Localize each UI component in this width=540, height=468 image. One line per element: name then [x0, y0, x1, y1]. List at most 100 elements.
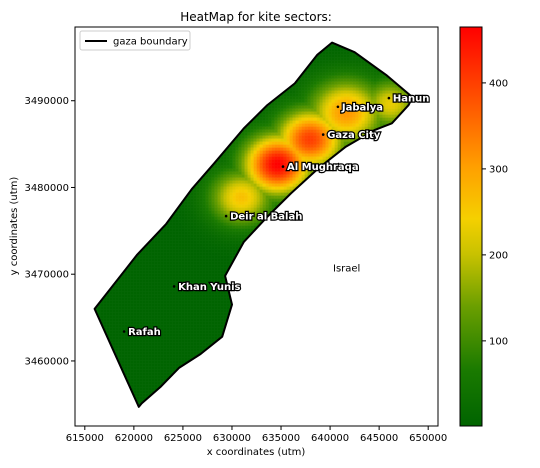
heatmap-cell	[127, 363, 131, 367]
heatmap-cell	[154, 288, 158, 292]
heatmap-cell	[163, 366, 167, 370]
heatmap-cell	[139, 345, 143, 349]
heatmap-cell	[151, 303, 155, 307]
heatmap-cell	[181, 345, 185, 349]
heatmap-cell	[142, 375, 146, 379]
heatmap-cell	[166, 237, 170, 241]
heatmap-cell	[148, 255, 152, 259]
heatmap-cell	[190, 351, 194, 355]
heatmap-cell	[136, 285, 140, 289]
heatmap-cell	[178, 321, 182, 325]
heatmap-cell	[184, 264, 188, 268]
heatmap-cell	[124, 288, 128, 292]
heatmap-cell	[175, 288, 179, 292]
heatmap-cell	[121, 321, 125, 325]
heatmap-cell	[163, 309, 167, 313]
heatmap-cell	[154, 240, 158, 244]
heatmap-cell	[106, 312, 110, 316]
heatmap-cell	[157, 273, 161, 277]
heatmap-cell	[157, 294, 161, 298]
heatmap-cell	[205, 246, 209, 250]
heatmap-cell	[127, 309, 131, 313]
heatmap-cell	[160, 369, 164, 373]
heatmap-cell	[145, 276, 149, 280]
heatmap-cell	[187, 267, 191, 271]
heatmap-cell	[163, 225, 167, 229]
heatmap-cell	[205, 327, 209, 331]
heatmap-cell	[160, 333, 164, 337]
heatmap-cell	[166, 282, 170, 286]
heatmap-cell	[178, 306, 182, 310]
heatmap-cell	[151, 342, 155, 346]
heatmap-cell	[193, 315, 197, 319]
heatmap-cell	[157, 264, 161, 268]
heatmap-cell	[172, 345, 176, 349]
heatmap-cell	[202, 282, 206, 286]
heatmap-cell	[193, 240, 197, 244]
heatmap-cell	[103, 321, 107, 325]
chart-title: HeatMap for kite sectors:	[180, 10, 332, 24]
heatmap-cell	[175, 324, 179, 328]
heatmap-cell	[169, 294, 173, 298]
heatmap-cell	[172, 249, 176, 253]
heatmap-cell	[199, 189, 203, 193]
heatmap-cell	[139, 336, 143, 340]
heatmap-cell	[175, 348, 179, 352]
heatmap-cell	[112, 345, 116, 349]
heatmap-cell	[124, 339, 128, 343]
heatmap-cell	[208, 225, 212, 229]
heatmap-cell	[208, 300, 212, 304]
heatmap-cell	[133, 390, 137, 394]
heatmap-cell	[190, 297, 194, 301]
heatmap-cell	[187, 201, 191, 205]
heatmap-cell	[145, 333, 149, 337]
heatmap-cell	[115, 324, 119, 328]
heatmap-cell	[157, 321, 161, 325]
heatmap-cell	[115, 291, 119, 295]
heatmap-cell	[136, 300, 140, 304]
heatmap-cell	[178, 291, 182, 295]
heatmap-cell	[109, 303, 113, 307]
heatmap-cell	[139, 330, 143, 334]
heatmap-cell	[199, 186, 203, 190]
heatmap-cell	[184, 255, 188, 259]
heatmap-cell	[118, 321, 122, 325]
heatmap-cell	[172, 237, 176, 241]
heatmap-cell	[127, 375, 131, 379]
heatmap-cell	[115, 339, 119, 343]
heatmap-cell	[178, 333, 182, 337]
heatmap-cell	[154, 381, 158, 385]
heatmap-cell	[160, 258, 164, 262]
heatmap-cell	[175, 234, 179, 238]
heatmap-cell	[172, 219, 176, 223]
heatmap-cell	[199, 324, 203, 328]
heatmap-cell	[139, 258, 143, 262]
heatmap-cell	[148, 258, 152, 262]
heatmap-cell	[157, 240, 161, 244]
heatmap-cell	[118, 345, 122, 349]
heatmap-cell	[205, 300, 209, 304]
heatmap-cell	[148, 243, 152, 247]
heatmap-cell	[142, 381, 146, 385]
heatmap-cell	[172, 357, 176, 361]
heatmap-cell	[178, 231, 182, 235]
heatmap-cell	[118, 342, 122, 346]
heatmap-cell	[133, 369, 137, 373]
heatmap-cell	[133, 285, 137, 289]
heatmap-cell	[208, 237, 212, 241]
heatmap-cell	[160, 342, 164, 346]
heatmap-cell	[160, 234, 164, 238]
heatmap-cell	[199, 216, 203, 220]
heatmap-cell	[115, 345, 119, 349]
heatmap-cell	[187, 309, 191, 313]
heatmap-cell	[169, 303, 173, 307]
heatmap-cell	[130, 321, 134, 325]
heatmap-cell	[148, 378, 152, 382]
heatmap-cell	[112, 291, 116, 295]
heatmap-cell	[202, 279, 206, 283]
heatmap-cell	[148, 270, 152, 274]
heatmap-cell	[148, 249, 152, 253]
heatmap-cell	[205, 180, 209, 184]
heatmap-cell	[145, 312, 149, 316]
heatmap-cell	[154, 297, 158, 301]
